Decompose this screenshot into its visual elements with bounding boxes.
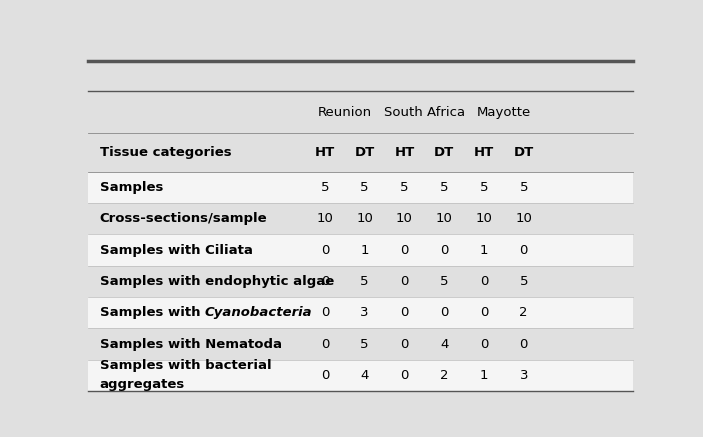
Text: 0: 0 [440,306,449,319]
Text: 2: 2 [520,306,528,319]
Text: 1: 1 [479,369,488,382]
Text: 0: 0 [321,337,329,350]
Text: 1: 1 [479,244,488,257]
Text: DT: DT [354,146,375,159]
Text: HT: HT [394,146,415,159]
Text: 5: 5 [361,181,369,194]
Text: HT: HT [315,146,335,159]
Text: 0: 0 [400,337,408,350]
Bar [88,328,633,360]
Text: 0: 0 [520,244,528,257]
Text: Samples with bacterial: Samples with bacterial [100,359,271,372]
Text: 0: 0 [479,306,488,319]
Text: 10: 10 [396,212,413,225]
Text: 0: 0 [400,369,408,382]
Text: 10: 10 [515,212,532,225]
Text: 5: 5 [321,181,329,194]
Text: Samples with Ciliata: Samples with Ciliata [100,244,253,257]
Text: 2: 2 [440,369,449,382]
Text: 0: 0 [321,275,329,288]
Text: Samples with Nematoda: Samples with Nematoda [100,337,282,350]
Text: 0: 0 [400,275,408,288]
Text: 0: 0 [400,306,408,319]
Text: 0: 0 [520,337,528,350]
Text: 5: 5 [400,181,408,194]
Text: Samples with: Samples with [100,306,205,319]
Bar [88,172,633,203]
Text: 5: 5 [479,181,488,194]
Bar [88,235,633,266]
Text: 5: 5 [440,275,449,288]
Text: Cross-sections/sample: Cross-sections/sample [100,212,267,225]
Text: 3: 3 [361,306,369,319]
Bar [88,266,633,297]
Text: 0: 0 [400,244,408,257]
Text: DT: DT [514,146,534,159]
Text: 4: 4 [361,369,369,382]
Text: 5: 5 [361,275,369,288]
Text: 0: 0 [479,337,488,350]
Text: Samples with endophytic algae: Samples with endophytic algae [100,275,334,288]
Text: 4: 4 [440,337,449,350]
Text: 0: 0 [321,244,329,257]
Text: 5: 5 [440,181,449,194]
Bar [88,203,633,235]
Text: Tissue categories: Tissue categories [100,146,231,159]
Text: 10: 10 [475,212,492,225]
Text: 5: 5 [361,337,369,350]
Text: 10: 10 [316,212,333,225]
Text: 3: 3 [520,369,528,382]
Text: aggregates: aggregates [100,378,185,391]
Text: HT: HT [474,146,494,159]
Text: Mayotte: Mayotte [477,106,531,119]
Text: 0: 0 [479,275,488,288]
Text: Samples: Samples [100,181,163,194]
Bar [88,91,633,391]
Text: 5: 5 [520,181,528,194]
Text: 0: 0 [440,244,449,257]
Text: 0: 0 [321,369,329,382]
Text: Cyanobacteria: Cyanobacteria [205,306,313,319]
Bar [88,297,633,328]
Text: 10: 10 [436,212,453,225]
Text: DT: DT [434,146,454,159]
Text: Reunion: Reunion [318,106,372,119]
Text: 10: 10 [356,212,373,225]
Text: 1: 1 [361,244,369,257]
Text: 0: 0 [321,306,329,319]
Text: South Africa: South Africa [384,106,465,119]
Text: 5: 5 [520,275,528,288]
Bar [88,360,633,391]
